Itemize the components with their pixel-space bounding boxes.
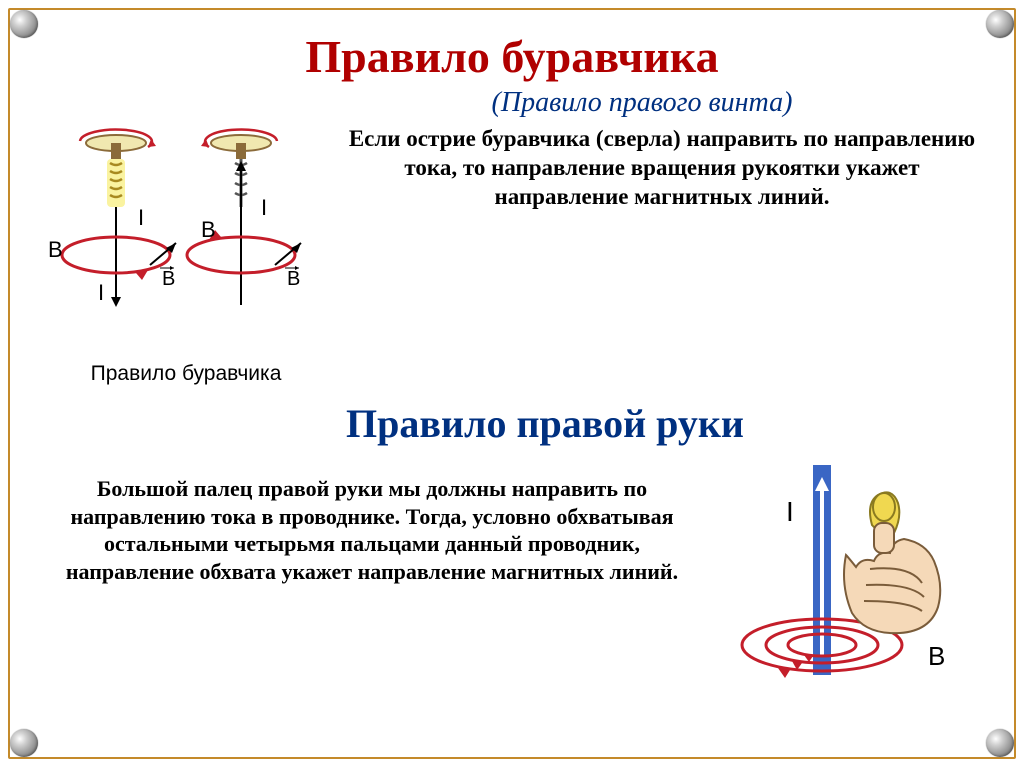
svg-text:B: B [287,268,300,290]
svg-text:B: B [48,237,63,262]
title2: Правило правой руки [346,400,978,447]
label-I: I [98,280,104,305]
rule1-text: Если острие буравчика (сверла) направить… [346,125,978,211]
svg-text:B: B [201,217,216,242]
rule2-text: Большой палец правой руки мы должны напр… [46,455,698,585]
diagram1-caption: Правило буравчика [46,362,326,386]
gimlet-diagram: I B B I [46,125,326,386]
right-hand-diagram: I B [718,455,978,700]
corner-rivet-br [986,729,1014,757]
subtitle: (Правило правого винта) [306,87,978,119]
row-2: Большой палец правой руки мы должны напр… [46,455,978,700]
svg-text:I: I [261,195,267,220]
corner-rivet-tr [986,10,1014,38]
corner-rivet-bl [10,729,38,757]
content-area: Правило буравчика (Правило правого винта… [46,30,978,737]
svg-text:B: B [162,268,175,290]
label-B2: B [928,641,945,671]
label-I2: I [786,496,794,527]
corner-rivet-tl [10,10,38,38]
svg-text:I: I [138,205,144,230]
main-title: Правило буравчика [46,30,978,83]
row-1: I B B I [46,125,978,386]
